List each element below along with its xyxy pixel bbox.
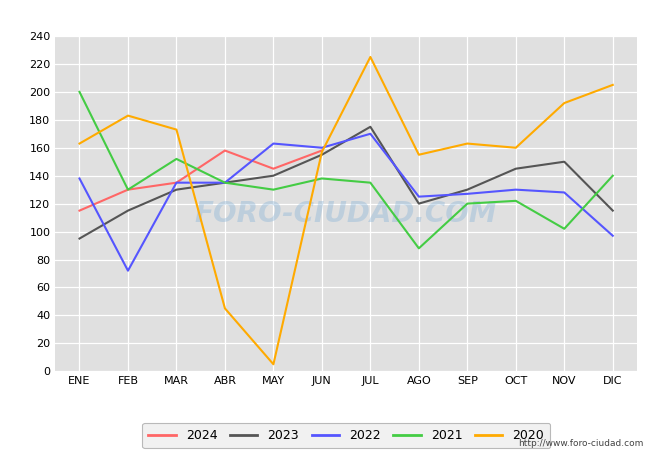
Text: http://www.foro-ciudad.com: http://www.foro-ciudad.com (518, 439, 644, 448)
Text: FORO-CIUDAD.COM: FORO-CIUDAD.COM (195, 200, 497, 228)
Legend: 2024, 2023, 2022, 2021, 2020: 2024, 2023, 2022, 2021, 2020 (142, 423, 551, 448)
Text: Matriculaciones de Vehículos en Dénia: Matriculaciones de Vehículos en Dénia (170, 10, 480, 25)
